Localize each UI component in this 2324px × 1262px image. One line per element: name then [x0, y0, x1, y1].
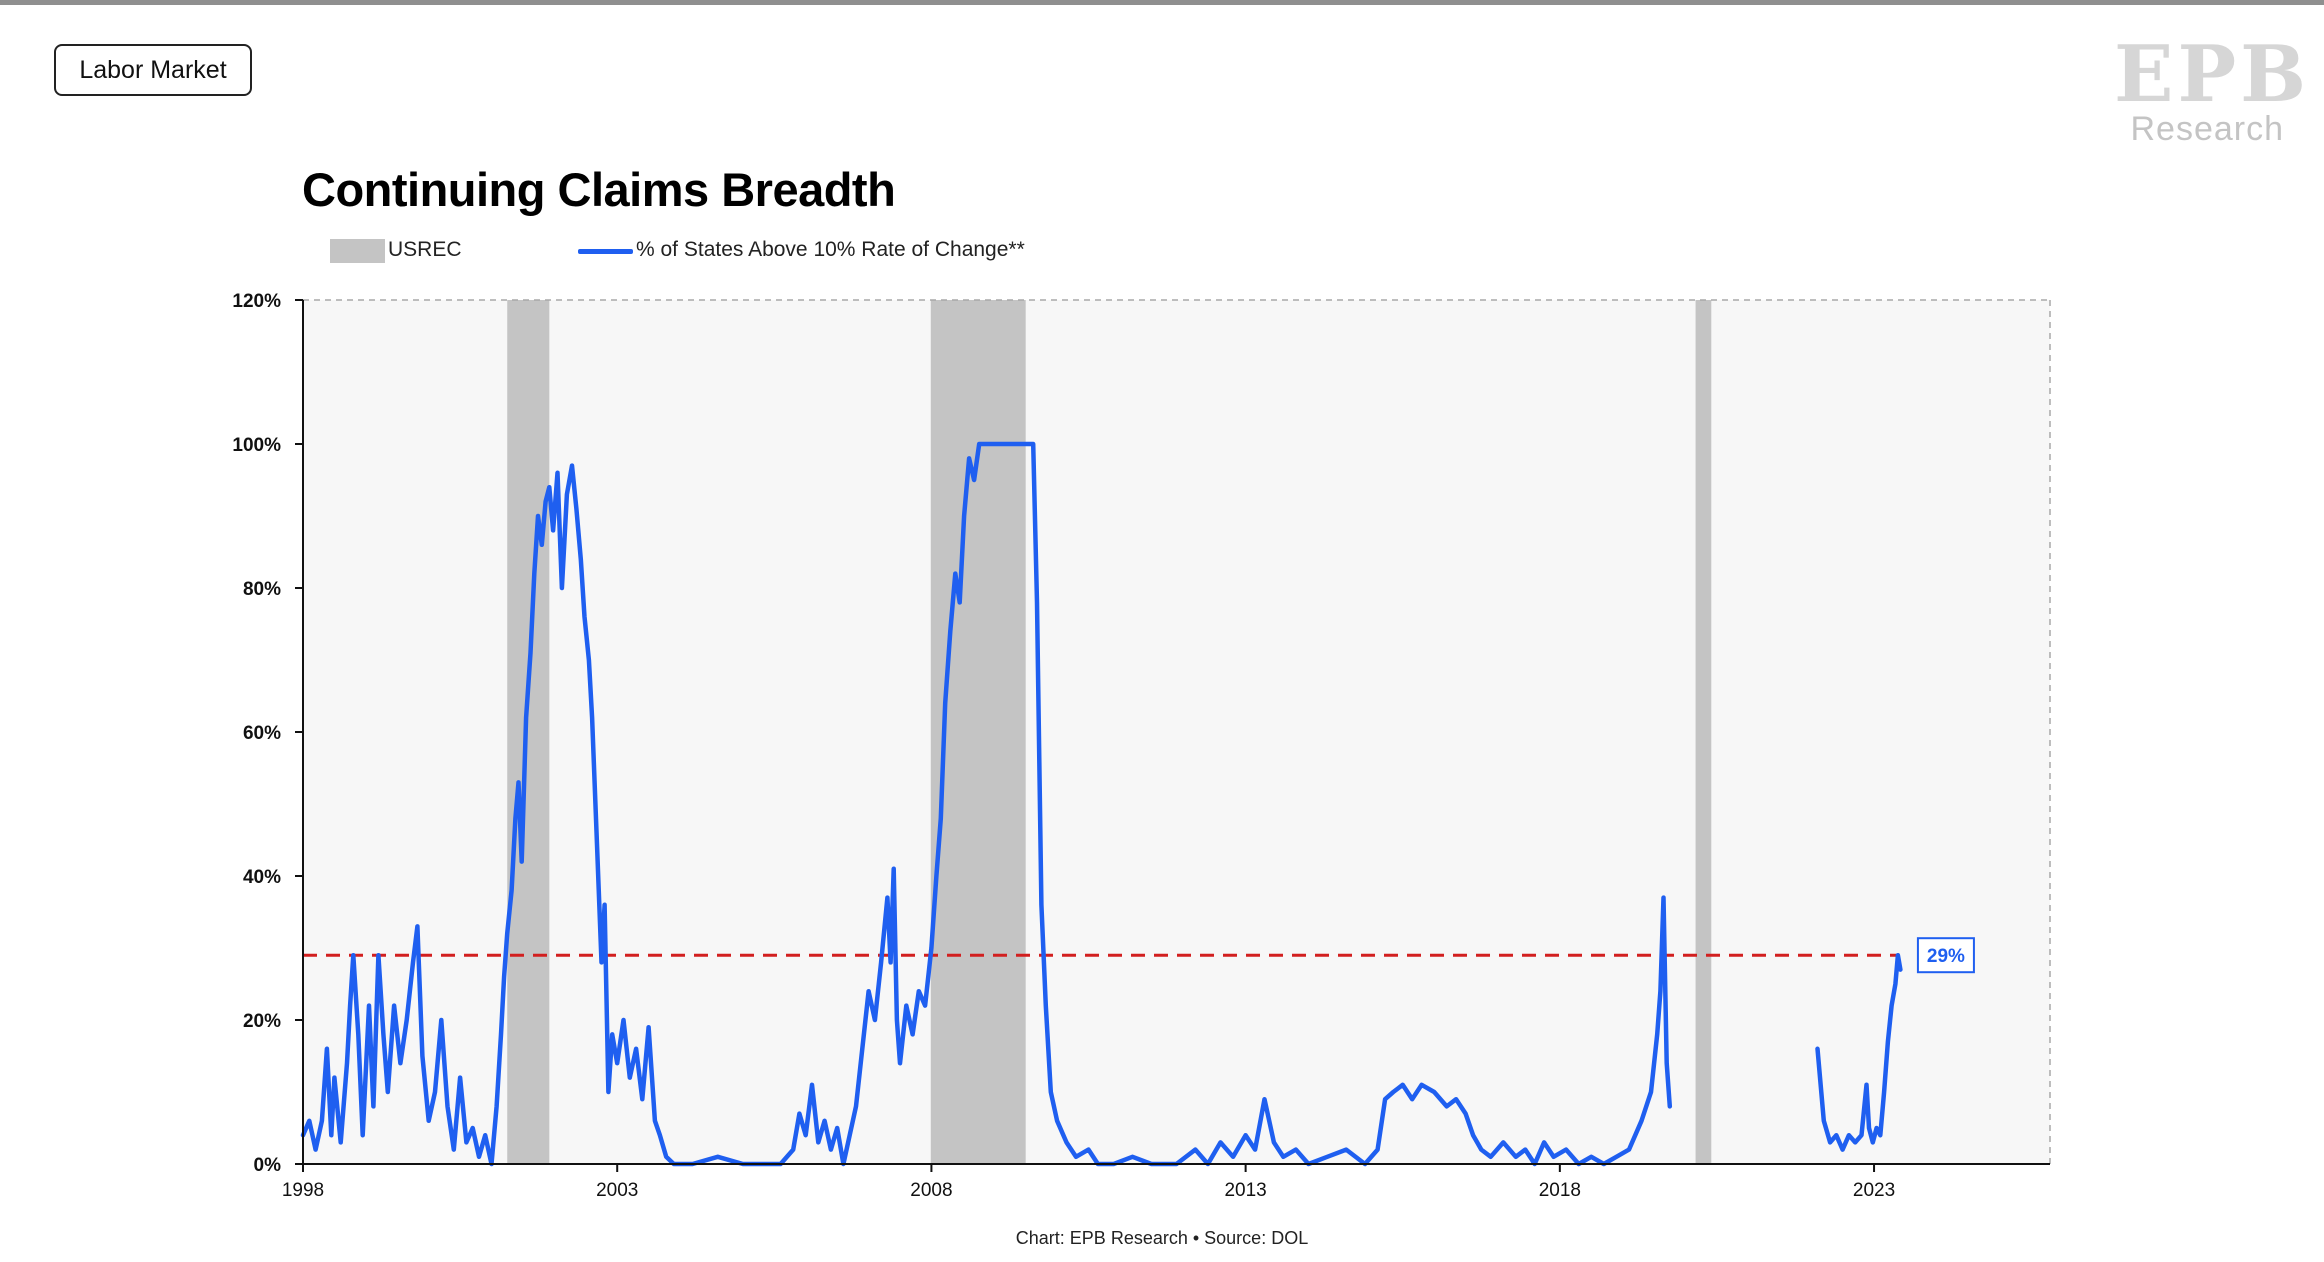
- plot-area: [303, 300, 2050, 1164]
- y-tick-label: 100%: [232, 435, 281, 456]
- legend-label-usrec: USREC: [388, 238, 462, 261]
- legend-label-series: % of States Above 10% Rate of Change**: [636, 238, 1025, 261]
- y-tick-label: 40%: [243, 867, 281, 888]
- top-rule: [0, 0, 2324, 5]
- y-tick-label: 60%: [243, 723, 281, 744]
- x-tick-label: 2023: [1853, 1180, 1895, 1201]
- series-line-segment-1: [300, 441, 1673, 1167]
- logo-mark: EPB: [2114, 29, 2311, 120]
- x-tick-label: 1998: [282, 1180, 324, 1201]
- y-tick-label: 0%: [254, 1155, 282, 1176]
- y-tick-label: 20%: [243, 1011, 281, 1032]
- x-tick-label: 2018: [1539, 1180, 1581, 1201]
- series-line-segment-2: [1815, 952, 1903, 1152]
- latest-value-box: [1916, 937, 1975, 974]
- recession-band-1: [507, 300, 550, 1164]
- legend-swatch-recession: [330, 239, 385, 263]
- x-tick-label: 2003: [596, 1180, 638, 1201]
- y-tick-label: 120%: [232, 291, 281, 312]
- chart-title: Continuing Claims Breadth: [302, 163, 896, 216]
- epb-logo: EPB Research: [2114, 29, 2311, 149]
- footer-credit: Chart: EPB Research • Source: DOL: [1015, 1228, 1309, 1248]
- x-tick-label: 2008: [910, 1180, 952, 1201]
- logo-subtitle: Research: [2130, 110, 2284, 148]
- x-tick-label: 2013: [1224, 1180, 1266, 1201]
- legend-swatch-line: [578, 249, 633, 254]
- latest-value-label: 29%: [1927, 946, 1965, 967]
- labor-market-tag[interactable]: Labor Market: [54, 44, 252, 96]
- recession-band-3: [1695, 300, 1712, 1164]
- y-tick-label: 80%: [243, 579, 281, 600]
